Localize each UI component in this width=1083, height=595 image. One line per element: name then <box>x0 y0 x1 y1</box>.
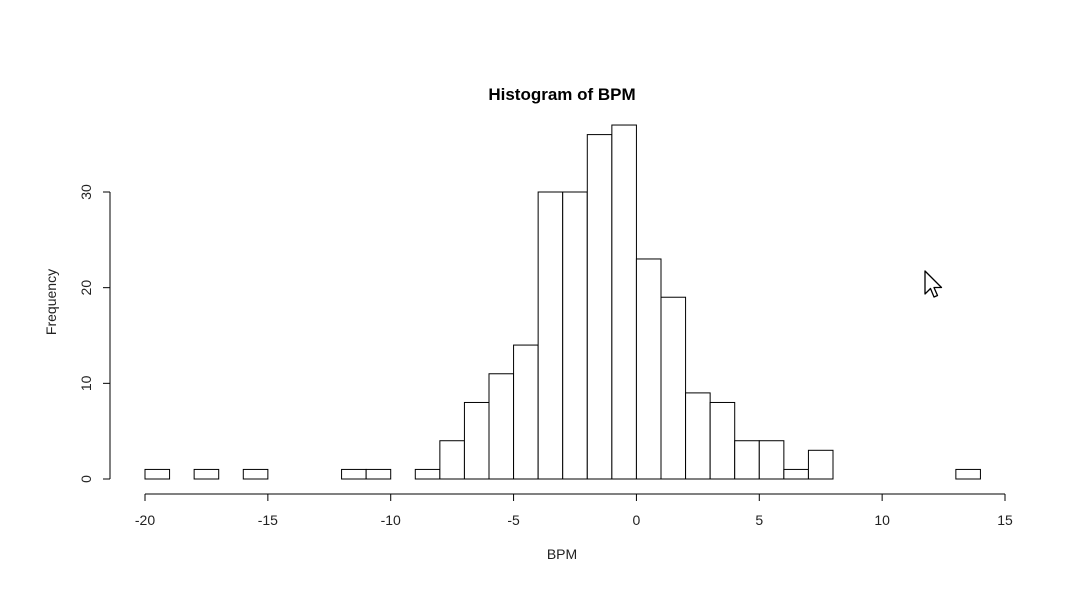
x-axis-label: BPM <box>547 546 577 562</box>
bars-group <box>144 124 981 480</box>
histogram-bar <box>439 440 465 480</box>
x-axis: -20 -15 -10 -5 0 5 10 15 <box>135 493 1013 528</box>
histogram-bar <box>660 296 687 480</box>
histogram-bar <box>341 468 367 480</box>
histogram-bar <box>488 373 515 480</box>
x-tick-label: -15 <box>258 512 278 528</box>
histogram-bar <box>193 468 220 480</box>
y-axis: 0 10 20 30 <box>78 184 111 483</box>
histogram-bar <box>463 401 490 480</box>
x-tick-label: 5 <box>755 512 763 528</box>
histogram-bar <box>365 468 392 480</box>
mouse-pointer-icon <box>924 270 943 298</box>
histogram-bar <box>635 258 662 480</box>
y-axis-label: Frequency <box>43 269 59 335</box>
y-tick-label: 10 <box>78 375 94 391</box>
histogram-bar <box>414 468 441 480</box>
histogram-bar <box>537 191 564 480</box>
x-tick-label: 0 <box>633 512 641 528</box>
chart-title: Histogram of BPM <box>488 85 635 104</box>
x-tick-label: -10 <box>381 512 401 528</box>
histogram-bar <box>709 401 736 480</box>
y-tick-label: 30 <box>78 184 94 200</box>
histogram-bar <box>562 191 588 480</box>
y-tick-label: 0 <box>78 475 94 483</box>
histogram-bar <box>685 392 711 480</box>
x-tick-label: -5 <box>507 512 520 528</box>
histogram-bar <box>758 440 785 480</box>
y-tick-label: 20 <box>78 280 94 296</box>
histogram-bar <box>734 440 760 480</box>
histogram-bar <box>586 134 613 480</box>
histogram-bar <box>144 468 171 480</box>
x-tick-label: 15 <box>997 512 1013 528</box>
histogram-bar <box>513 344 539 480</box>
x-tick-label: -20 <box>135 512 155 528</box>
histogram-bar <box>611 124 637 480</box>
histogram-bar <box>242 468 269 480</box>
histogram-bar <box>955 468 981 480</box>
x-tick-label: 10 <box>874 512 890 528</box>
histogram-bar <box>783 468 809 480</box>
histogram-bar <box>807 449 834 480</box>
